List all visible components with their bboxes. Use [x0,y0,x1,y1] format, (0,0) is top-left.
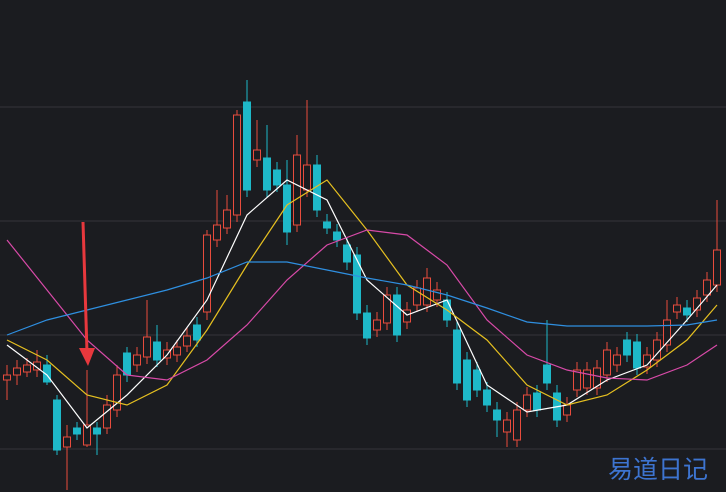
candle-body [713,249,721,286]
candle-body [343,244,351,263]
ma-line [6,261,718,336]
candle-body [133,354,141,366]
candle-body [123,352,131,376]
candle-body [683,307,691,316]
candle-body [243,101,251,191]
candle-body [213,224,221,241]
candle-body [423,277,431,306]
candle-body [223,209,231,229]
candle-body [43,364,51,383]
candle-body [473,369,481,391]
candle-body [353,254,361,314]
candle-body [623,339,631,356]
candle-body [333,231,341,241]
candle-body [323,221,331,229]
candle-body [33,361,41,371]
candle-body [633,341,641,369]
candle-body [363,312,371,339]
candle-body [13,367,21,376]
ma-line [6,229,718,381]
moving-averages [6,179,718,429]
candle-body [153,341,161,361]
candle-body [173,346,181,356]
candle-body [603,349,611,376]
candle-body [263,157,271,191]
ma-line [6,179,718,429]
candle-body [373,319,381,331]
candle-body [53,399,61,451]
candle-body [293,154,301,226]
candle-body [513,409,521,441]
candle-body [313,164,321,211]
candle-body [73,427,81,435]
candle-body [113,374,121,411]
candle-body [83,424,91,446]
candle-body [583,369,591,389]
candle-body [403,309,411,323]
candle-body [493,409,501,421]
candle-body [203,234,211,313]
candle-body [543,364,551,384]
arrow [79,221,95,366]
candle-body [483,389,491,406]
candle-body [593,367,601,389]
candle-body [183,335,191,347]
candle-body [523,394,531,411]
candle-body [463,359,471,401]
watermark: 易道日记 [608,455,708,484]
candle-body [613,354,621,366]
candle-body [393,294,401,336]
candle-body [193,324,201,341]
candle-body [273,169,281,186]
candle-body [453,329,461,384]
candle-body [673,304,681,313]
candle-body [283,184,291,233]
candle-body [573,369,581,391]
candle-body [143,336,151,358]
candle-body [233,114,241,216]
candle-body [303,164,311,191]
candle-body [703,279,711,296]
candle-body [503,419,511,433]
candle-body [3,374,11,381]
candle-body [433,289,441,301]
candle-body [63,436,71,448]
candle-body [533,392,541,411]
candle-body [93,427,101,435]
candle-body [663,319,671,346]
candle-body [23,364,31,373]
candle-body [103,404,111,429]
candle-body [563,404,571,416]
candle-body [253,149,261,161]
candle-body [383,294,391,324]
